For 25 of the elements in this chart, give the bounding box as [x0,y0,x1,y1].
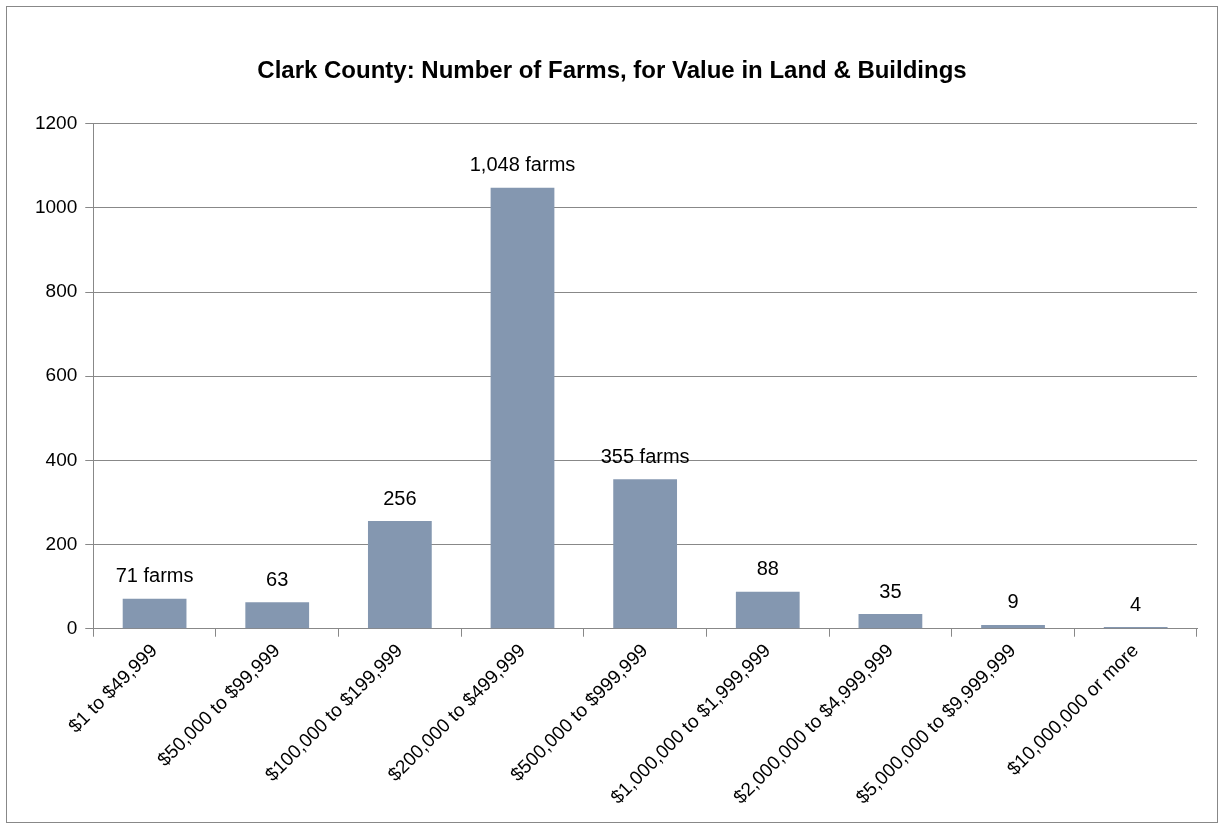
bar [858,614,923,629]
y-tick-label: 0 [66,616,78,638]
bar [245,602,310,629]
data-label: 4 [1130,592,1142,615]
data-label: 88 [756,557,779,580]
bar [367,521,432,629]
data-label: 355 farms [600,444,690,467]
y-tick-label: 1200 [34,112,78,134]
bar [490,187,555,629]
data-label: 256 [383,486,417,509]
y-tick-label: 800 [45,280,78,302]
y-tick-label: 200 [45,532,78,554]
bar [613,479,678,629]
y-tick-label: 600 [45,364,78,386]
data-label: 71 farms [115,564,194,587]
data-label: 9 [1007,590,1019,613]
data-label: 35 [879,579,902,602]
bar [735,591,800,629]
y-tick-label: 400 [45,448,78,470]
bar [122,598,187,629]
data-label: 1,048 farms [469,153,576,176]
data-label: 63 [266,567,289,590]
bar [981,624,1045,629]
chart-title: Clark County: Number of Farms, for Value in Land & Buildings [257,56,967,84]
y-tick-label: 1000 [34,196,78,218]
